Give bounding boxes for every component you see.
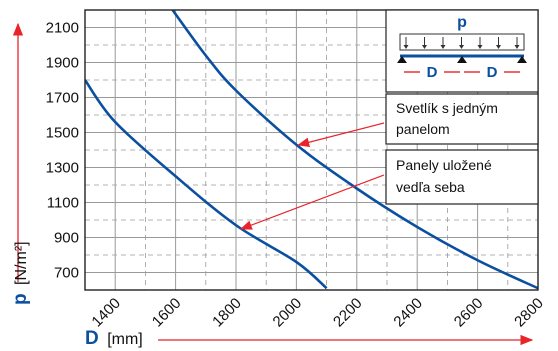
span-label-right: D [487,64,498,81]
x-tick-label: 2000 [270,295,306,331]
support-right [517,56,527,63]
x-axis-label: D [mm] [85,328,534,349]
y-tick-label: 1900 [46,55,79,72]
annotation-1-line-1: Svetlík s jedným [396,100,498,116]
y-tick-label: 1700 [46,90,79,107]
annotation-box-1 [385,93,539,145]
x-axis-title: D [mm] [85,328,143,349]
y-axis-symbol: p [10,293,31,305]
legend-load-label: p [457,14,467,31]
legend-box: p D D [385,9,539,93]
load-block [399,33,525,51]
load-arrows [403,37,520,49]
y-tick-labels: 700 900 1100 1300 1500 1700 1900 2100 [46,20,79,282]
x-tick-label: 2400 [390,295,426,331]
load-arrow-head [496,45,501,49]
annotation-box-2 [385,149,539,205]
x-tick-label: 1600 [149,295,185,331]
x-tick-label: 1400 [88,295,124,331]
annotation-2-arrow [239,174,385,230]
y-tick-label: 2100 [46,20,79,37]
y-axis-title: p [N/m²] [10,241,31,305]
x-tick-label: 1800 [209,295,245,331]
x-tick-labels: 1400 1600 1800 2000 2200 2400 2600 2800 [88,295,546,331]
x-tick-label: 2800 [511,295,547,331]
x-axis-unit: [mm] [107,331,143,348]
x-axis-symbol: D [85,328,99,349]
x-tick-label: 2600 [451,295,487,331]
series-line-1 [171,10,538,290]
y-axis-unit: [N/m²] [13,241,30,285]
span-label-left: D [427,64,438,81]
annotation-2-line-2: vedľa seba [396,179,465,195]
load-arrow-head [403,45,409,49]
x-tick-label: 2200 [330,295,366,331]
load-arrow-head [440,45,446,49]
load-arrow-head [477,45,483,49]
support-mid [457,56,467,63]
load-arrow-head [514,45,520,49]
annotation-single-panel: Svetlík s jedným panelom [385,93,539,145]
annotation-1-line-2: panelom [396,121,450,137]
legend-frame [385,9,539,93]
annotation-2-line-1: Panely uložené [396,157,492,173]
load-arrow-head [422,45,427,49]
y-tick-label: 1100 [47,195,79,212]
y-tick-label: 1300 [46,160,79,177]
load-arrow-head [459,45,464,49]
annotation-1-arrow [297,122,385,147]
y-tick-label: 1500 [46,125,79,142]
y-axis-label: p [N/m²] [10,22,31,305]
series-line-2 [85,79,328,290]
y-tick-label: 700 [54,265,79,282]
y-tick-label: 900 [54,230,79,247]
support-left [397,56,407,63]
annotation-side-by-side: Panely uložené vedľa seba [385,149,539,205]
curves [85,10,538,290]
